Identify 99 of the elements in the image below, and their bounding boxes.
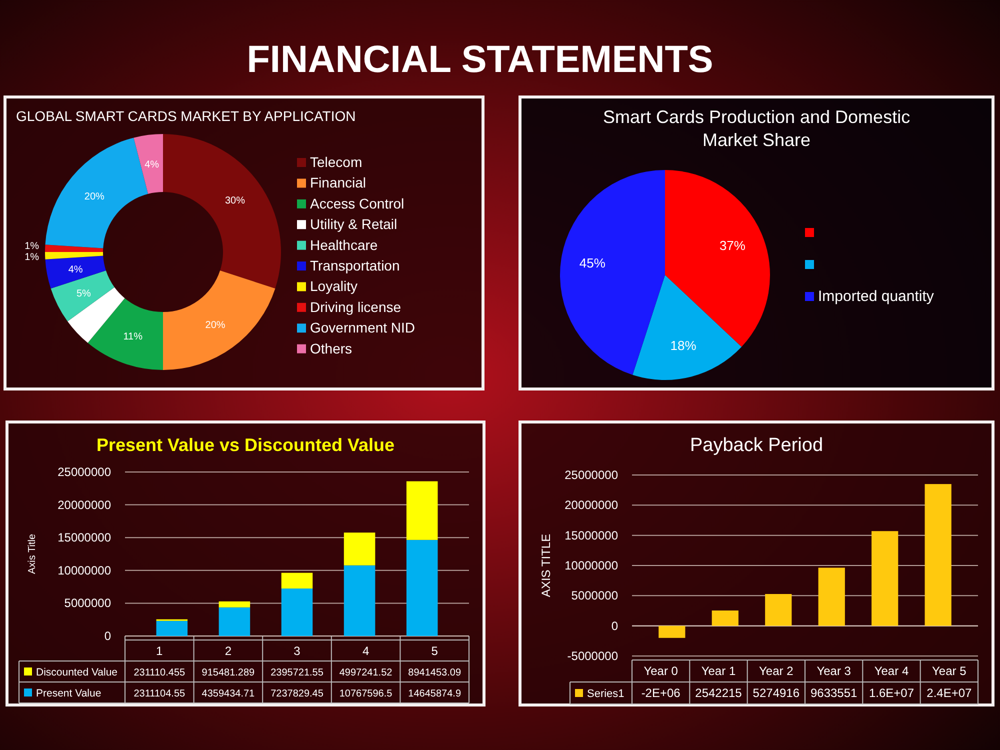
data-label: 8941453.09 (408, 668, 462, 678)
bar (281, 588, 313, 636)
bar (406, 481, 438, 540)
donut-slice (45, 252, 104, 260)
data-label: 2.4E+07 (926, 686, 972, 700)
data-label: 4% (68, 264, 83, 276)
data-label: 5% (76, 288, 92, 300)
pie-slice (560, 170, 665, 375)
data-label: 4997241.52 (339, 668, 393, 678)
y-tick-label: 0 (611, 618, 618, 633)
data-label: 5274916 (752, 686, 800, 700)
legend-label: Government NID (310, 320, 416, 336)
data-label: 4359434.71 (202, 688, 256, 700)
legend-label: Present Value (36, 688, 102, 700)
x-tick-label: Year 1 (701, 664, 736, 678)
bar (218, 601, 250, 608)
bar (658, 626, 686, 638)
donut-slice (45, 244, 104, 252)
donut-slice (68, 287, 125, 343)
y-axis-title: AXIS TITLE (539, 534, 553, 598)
y-tick-label: 20000000 (58, 498, 112, 512)
data-label: 20% (84, 191, 105, 202)
y-tick-label: 5000000 (571, 588, 618, 603)
legend-label: Transportation (310, 258, 400, 274)
data-label: 2311104.55 (134, 688, 186, 700)
x-tick-label: Year 2 (759, 664, 794, 678)
data-label: 2542215 (695, 686, 742, 700)
chart-title: Present Value vs Discounted Value (96, 435, 395, 455)
legend-label: Telecom (310, 154, 362, 170)
x-tick-label: Year 4 (874, 664, 909, 678)
legend-label: Discounted Value (36, 666, 118, 678)
chart-title: Smart Cards Production and Domestic Market Share (602, 107, 910, 150)
data-label: 20% (205, 320, 226, 332)
x-tick-label: 3 (294, 644, 301, 658)
x-tick-label: 1 (156, 644, 164, 658)
y-tick-label: 0 (104, 629, 112, 643)
y-tick-label: 5000000 (64, 596, 112, 610)
bar (156, 620, 188, 636)
bar (765, 594, 792, 626)
x-tick-label: 4 (362, 644, 370, 658)
bar (344, 532, 376, 566)
bar (281, 572, 313, 589)
bar (712, 610, 738, 626)
data-label: 1% (24, 240, 40, 252)
bar (818, 568, 845, 626)
data-label: 4% (144, 160, 160, 171)
bar (872, 531, 898, 626)
data-label: 7237829.45 (270, 688, 324, 700)
pie-slice (632, 275, 742, 380)
y-tick-label: 15000000 (564, 528, 618, 542)
y-tick-label: 10000000 (564, 558, 618, 572)
donut-slice (163, 270, 276, 370)
y-axis-title: Axis Title (27, 534, 38, 574)
data-label: 14645874.9 (408, 688, 462, 700)
legend-label: Imported quantity (818, 288, 934, 305)
data-label: 45% (579, 256, 606, 270)
x-tick-label: 5 (431, 644, 438, 658)
data-label: 37% (719, 238, 746, 253)
y-tick-label: 25000000 (564, 468, 618, 482)
chart-title: GLOBAL SMART CARDS MARKET BY APPLICATION (16, 108, 356, 124)
bar (924, 484, 952, 626)
data-label: 1.6E+07 (868, 686, 914, 700)
text: FINANCIAL STATEMENTS (246, 39, 714, 81)
data-label: -2E+06 (641, 686, 681, 700)
y-tick-label: 25000000 (58, 465, 112, 479)
x-tick-label: Year 3 (816, 664, 852, 678)
donut-slice (134, 134, 163, 194)
legend-label: Driving license (310, 298, 402, 315)
y-tick-label: 20000000 (564, 498, 618, 512)
data-label: 915481.289 (202, 668, 256, 678)
y-tick-label: -5000000 (567, 649, 618, 663)
donut-slice (45, 256, 106, 288)
legend-label: Healthcare (310, 236, 378, 253)
x-tick-label: 2 (224, 644, 232, 658)
legend-label: Series1 (587, 688, 624, 700)
legend-label: Others (310, 340, 352, 356)
x-tick-label: Year 5 (932, 664, 967, 678)
data-label: 18% (670, 338, 697, 354)
data-label: 10767596.5 (339, 688, 393, 700)
y-tick-label: 10000000 (58, 563, 112, 578)
chart-title: Payback Period (690, 435, 824, 456)
bar (406, 540, 438, 636)
legend-label: Financial (310, 174, 366, 191)
data-label: 9633551 (810, 686, 858, 700)
data-label: 231110.455 (134, 668, 186, 678)
data-label: 11% (123, 332, 143, 343)
data-label: 30% (224, 196, 246, 207)
donut-slice (88, 298, 163, 370)
donut-slice (50, 270, 114, 322)
donut-slice (163, 134, 281, 288)
y-tick-label: 15000000 (58, 530, 112, 545)
legend-label: Loyality (310, 278, 358, 294)
data-label: 2395721.55 (270, 668, 324, 678)
legend-label: Access Control (310, 195, 404, 212)
bar (344, 565, 376, 636)
legend-label: Utility & Retail (310, 216, 398, 232)
bar (218, 607, 250, 636)
data-label: 1% (24, 252, 40, 263)
x-tick-label: Year 0 (644, 664, 678, 678)
